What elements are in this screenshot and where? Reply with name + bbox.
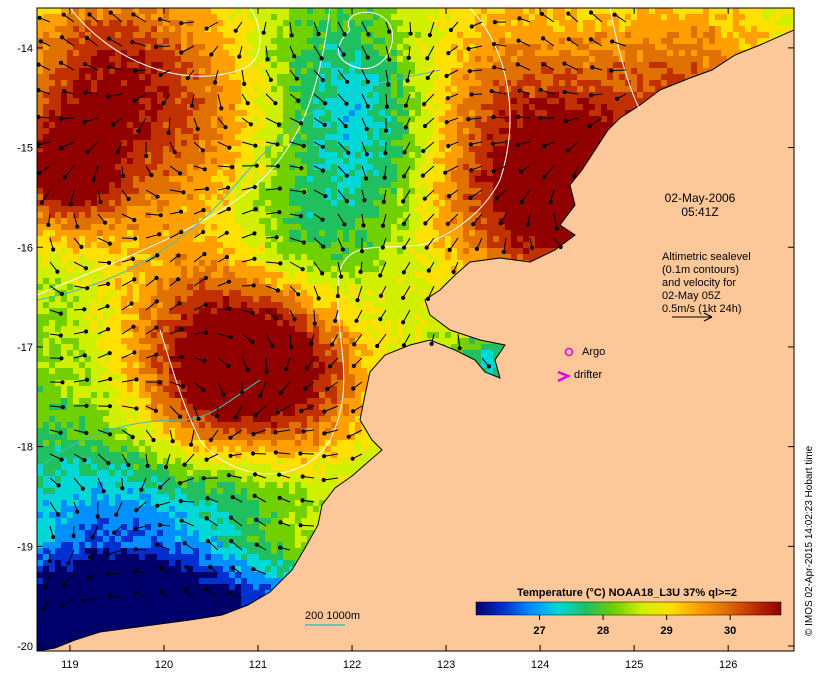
colorbar-title: Temperature (°C) NOAA18_L3U 37% ql>=2 <box>517 587 737 599</box>
x-tick-label: 121 <box>249 659 267 671</box>
y-tick-label: -18 <box>17 442 33 454</box>
y-tick-label: -16 <box>17 242 33 254</box>
coastline <box>37 29 794 651</box>
isobath-line <box>37 69 441 301</box>
colorbar-tick-label: 27 <box>533 625 545 637</box>
drifter-label: drifter <box>574 369 602 381</box>
x-tick-label: 125 <box>625 659 643 671</box>
sealevel-contour <box>338 11 394 70</box>
colorbar-tick-label: 28 <box>597 625 609 637</box>
y-tick-label: -17 <box>17 342 33 354</box>
sst-field <box>37 8 794 651</box>
x-tick-label: 122 <box>343 659 361 671</box>
sealevel-contour <box>69 8 261 77</box>
y-tick-label: -15 <box>17 143 33 155</box>
isobath-line <box>37 379 261 471</box>
x-tick-label: 124 <box>531 659 549 671</box>
sealevel-contour <box>37 8 331 296</box>
sealevel-contour <box>159 269 345 475</box>
x-axis-ticks: 119 120 121 122 123 124 125 126 <box>61 8 737 671</box>
argo-label: Argo <box>582 346 605 358</box>
isobaths <box>37 69 441 471</box>
x-tick-label: 119 <box>61 659 79 671</box>
map-frame <box>36 7 795 652</box>
sealevel-contour <box>609 8 641 111</box>
colorbar-ticks: 27 28 29 30 <box>533 615 736 637</box>
drifter-marker-icon <box>557 370 572 383</box>
x-tick-label: 120 <box>155 659 173 671</box>
x-tick-label: 123 <box>437 659 455 671</box>
x-tick-label: 126 <box>719 659 737 671</box>
colorbar-tick-label: 30 <box>724 625 736 637</box>
date-line2: 05:41Z <box>681 205 718 219</box>
altimetry-line3: and velocity for <box>662 277 736 289</box>
colorbar-tick-label: 29 <box>661 625 673 637</box>
altimetry-line1: Altimetric sealevel <box>662 251 751 263</box>
velocity-arrows <box>37 10 627 611</box>
altimetry-line2: (0.1m contours) <box>662 264 739 276</box>
isobath-legend-label: 200 1000m <box>305 610 360 622</box>
scale-arrow-icon <box>672 312 713 322</box>
land-mass <box>37 30 794 651</box>
argo-marker-icon <box>564 347 574 357</box>
y-tick-label: -14 <box>17 43 33 55</box>
y-tick-label: -19 <box>17 541 33 553</box>
map-plot-area <box>37 8 794 651</box>
altimetry-line4: 02-May 05Z <box>662 290 721 302</box>
y-tick-label: -20 <box>17 641 33 653</box>
colorbar <box>475 601 782 616</box>
altimetry-line5: 0.5m/s (1kt 24h) <box>662 303 741 315</box>
credit-text: © IMOS 02-Apr-2015 14:02:23 Hobart time <box>804 445 815 636</box>
sealevel-contour <box>339 8 511 271</box>
y-axis-ticks: -14 -15 -16 -17 -18 -19 -20 <box>17 43 794 653</box>
date-line1: 02-May-2006 <box>665 191 736 205</box>
sealevel-contours <box>37 8 641 475</box>
